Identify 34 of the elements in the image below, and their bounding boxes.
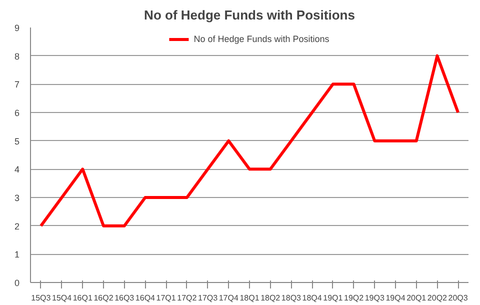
y-tick-label: 1	[14, 250, 20, 260]
x-tick-label: 15Q4	[52, 294, 72, 302]
y-tick-label: 2	[14, 221, 20, 232]
y-tick-label: 9	[14, 23, 20, 33]
y-tick-label: 4	[14, 164, 20, 175]
y-tick-label: 3	[14, 193, 20, 203]
x-tick-label: 16Q3	[114, 294, 135, 302]
x-tick-label: 19Q1	[323, 294, 344, 302]
y-tick-label: 7	[14, 80, 20, 90]
y-tick-label: 0	[14, 278, 20, 288]
x-tick-label: 20Q1	[406, 294, 427, 302]
x-tick-label: 18Q3	[281, 294, 302, 302]
x-tick-label: 16Q4	[135, 294, 156, 302]
x-tick-label: 15Q3	[31, 294, 52, 302]
x-tick-label: 18Q1	[240, 294, 260, 302]
x-tick-label: 17Q1	[156, 294, 176, 302]
x-tick-label: 17Q2	[177, 294, 198, 302]
x-tick-label: 19Q4	[386, 294, 406, 302]
chart-title: No of Hedge Funds with Positions	[144, 8, 355, 22]
x-tick-label: 18Q2	[260, 294, 281, 302]
y-tick-label: 8	[14, 51, 20, 62]
x-tick-label: 20Q3	[448, 294, 468, 302]
x-tick-label: 20Q2	[427, 294, 448, 302]
x-tick-label: 16Q1	[72, 294, 93, 302]
y-tick-label: 6	[14, 108, 20, 118]
line-series	[39, 54, 460, 228]
x-tick-label: 19Q3	[364, 294, 385, 302]
x-tick-label: 17Q4	[218, 294, 239, 302]
y-tick-label: 5	[14, 136, 20, 146]
x-tick-label: 17Q3	[198, 294, 218, 302]
x-tick-label: 16Q2	[94, 294, 114, 302]
legend-label: No of Hedge Funds with Positions	[194, 34, 330, 44]
x-tick-label: 19Q2	[344, 294, 364, 302]
x-tick-label: 18Q4	[302, 294, 322, 302]
